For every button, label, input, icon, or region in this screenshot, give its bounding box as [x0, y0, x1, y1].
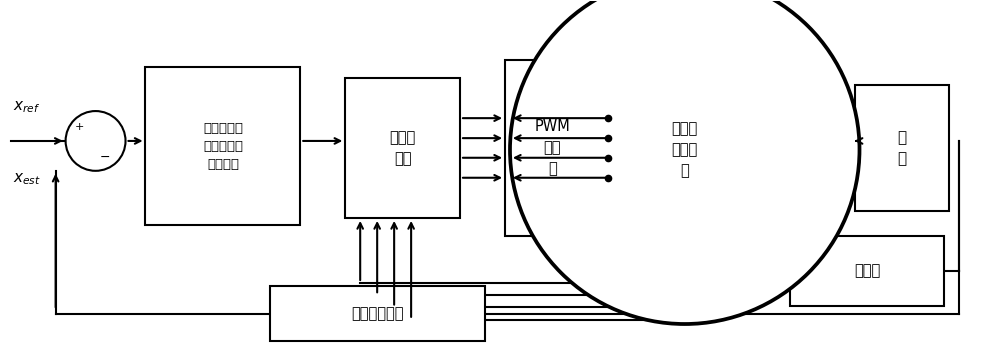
Text: $x_{ref}$: $x_{ref}$: [13, 100, 40, 115]
Ellipse shape: [510, 0, 860, 324]
FancyBboxPatch shape: [145, 67, 300, 225]
Text: +: +: [74, 122, 84, 132]
Text: 磁齿轮
复合电
机: 磁齿轮 复合电 机: [672, 121, 698, 178]
Text: 电流控
制器: 电流控 制器: [390, 130, 416, 166]
FancyBboxPatch shape: [790, 235, 944, 306]
Text: 编码器: 编码器: [854, 263, 880, 278]
Text: 自适应对角
递归小脑模
型控制器: 自适应对角 递归小脑模 型控制器: [203, 122, 243, 171]
FancyBboxPatch shape: [505, 60, 600, 235]
FancyBboxPatch shape: [855, 85, 949, 211]
Text: 位移估计装置: 位移估计装置: [351, 306, 404, 321]
Text: 负
载: 负 载: [897, 130, 907, 166]
Text: −: −: [99, 151, 110, 164]
Text: PWM
逆变
器: PWM 逆变 器: [535, 119, 570, 176]
Ellipse shape: [66, 111, 126, 171]
FancyBboxPatch shape: [270, 287, 485, 341]
Text: $x_{est}$: $x_{est}$: [13, 172, 41, 187]
FancyBboxPatch shape: [345, 78, 460, 218]
